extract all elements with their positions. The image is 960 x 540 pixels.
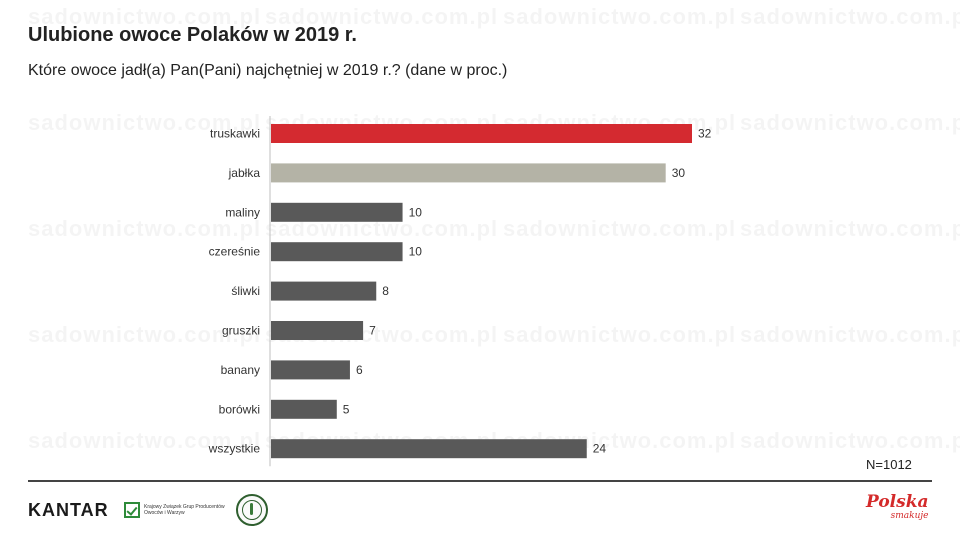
polska-logo-text: Polska (866, 492, 929, 512)
value-label: 7 (369, 324, 376, 338)
kantar-logo: KANTAR (28, 500, 109, 520)
sample-size-label: N=1012 (866, 457, 912, 472)
value-label: 8 (382, 284, 389, 298)
bar-4 (271, 281, 377, 301)
category-label: banany (221, 363, 260, 377)
bar-7 (271, 399, 337, 419)
category-label: czereśnie (209, 245, 261, 259)
category-label: śliwki (231, 284, 260, 298)
bar-6 (271, 360, 350, 380)
value-label: 30 (672, 166, 686, 180)
bar-1 (271, 163, 666, 183)
bar-5 (271, 321, 364, 340)
value-label: 10 (409, 205, 423, 219)
category-label: truskawki (210, 127, 260, 141)
smakuje-logo-text: smakuje (890, 511, 929, 521)
bar-0 (271, 124, 692, 143)
chart-title: Ulubione owoce Polaków w 2019 r. (28, 24, 357, 46)
category-label: borówki (219, 402, 260, 416)
value-label: 6 (356, 363, 363, 377)
bar-8 (271, 439, 587, 459)
kzgpow-logo-text: Krajowy Związek Grup Producentów Owoców … (144, 504, 225, 516)
bar-3 (271, 242, 403, 262)
value-label: 5 (343, 402, 350, 416)
bar-chart: truskawki 32 jabłka 30 maliny 10 czereśnie 10 śl… (208, 116, 712, 467)
check-mark-icon (124, 502, 140, 518)
footer-divider (28, 480, 932, 482)
category-label: wszystkie (208, 442, 261, 456)
kzgpow-logo: Krajowy Związek Grup Producentów Owoców … (124, 502, 240, 518)
category-label: jabłka (228, 166, 261, 180)
polska-smakuje-logo: Polska smakuje (866, 492, 929, 522)
bar-2 (271, 202, 403, 222)
category-label: gruszki (222, 324, 260, 338)
value-label: 32 (698, 127, 712, 141)
value-label: 10 (409, 245, 423, 259)
category-label: maliny (225, 205, 260, 219)
seal-logo-icon (236, 494, 268, 526)
chart-subtitle: Które owoce jadł(a) Pan(Pani) najchętnie… (28, 62, 508, 79)
value-label: 24 (593, 442, 607, 456)
